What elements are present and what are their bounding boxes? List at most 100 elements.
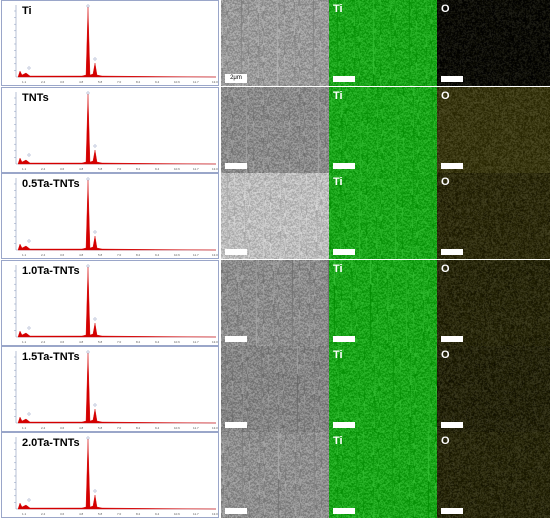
x-tick-label: 7.0 xyxy=(117,426,122,430)
x-tick-label: 8.2 xyxy=(136,426,141,430)
scale-bar xyxy=(333,163,355,169)
x-tick-label: 3.6 xyxy=(60,512,65,516)
scale-bar xyxy=(333,336,355,342)
o-element-map: O xyxy=(437,173,550,259)
x-tick-label: 7.0 xyxy=(117,80,122,84)
x-tick-label: 4.8 xyxy=(79,167,84,171)
peak-marker xyxy=(93,144,97,148)
x-tick-label: 2.4 xyxy=(41,340,46,344)
peak-marker xyxy=(27,498,31,502)
x-tick-label: 1.1 xyxy=(22,253,27,257)
peak-marker xyxy=(86,350,90,354)
sample-label: TNTs xyxy=(22,92,49,104)
x-tick-label: 10.6 xyxy=(174,340,180,344)
x-tick-label: 5.8 xyxy=(98,253,103,257)
x-tick-label: 1.1 xyxy=(22,167,27,171)
scale-bar xyxy=(225,163,247,169)
scale-bar xyxy=(441,163,463,169)
x-tick-label: 5.8 xyxy=(98,512,103,516)
element-label-o: O xyxy=(441,349,450,361)
spectrum-trace xyxy=(17,352,217,424)
scale-bar xyxy=(333,249,355,255)
sem-image xyxy=(221,260,329,346)
scale-bar xyxy=(333,508,355,514)
peak-marker xyxy=(86,91,90,95)
scale-bar xyxy=(333,76,355,82)
x-tick-label: 9.4 xyxy=(155,512,160,516)
x-tick-label: 8.2 xyxy=(136,253,141,257)
x-tick-label: 13.0 xyxy=(212,340,218,344)
x-tick-label: 10.6 xyxy=(174,426,180,430)
x-tick-label: 2.4 xyxy=(41,80,46,84)
x-tick-label: 9.4 xyxy=(155,426,160,430)
sample-row: 1.1 2.4 3.6 4.8 5.8 7.0 8.2 9.4 10.6 11.7 13.0 1.0T… xyxy=(0,260,550,346)
x-tick-label: 2.4 xyxy=(41,253,46,257)
element-label-ti: Ti xyxy=(333,3,343,15)
x-tick-label: 11.7 xyxy=(193,512,199,516)
peak-marker xyxy=(93,403,97,407)
element-label-ti: Ti xyxy=(333,90,343,102)
x-tick-label: 1.1 xyxy=(22,512,27,516)
ti-element-map: Ti xyxy=(329,432,437,518)
peak-marker xyxy=(93,317,97,321)
sem-image: 2μm xyxy=(221,0,329,86)
element-label-o: O xyxy=(441,263,450,275)
x-tick-label: 4.8 xyxy=(79,340,84,344)
eds-spectrum-panel: 1.1 2.4 3.6 4.8 5.8 7.0 8.2 9.4 10.6 11.7 13.0 2.0T… xyxy=(1,432,219,518)
eds-spectrum-panel: 1.1 2.4 3.6 4.8 5.8 7.0 8.2 9.4 10.6 11.7 13.0 1.5T… xyxy=(1,346,219,432)
eds-spectrum-panel: 1.1 2.4 3.6 4.8 5.8 7.0 8.2 9.4 10.6 11.7 13.0 0.5T… xyxy=(1,173,219,259)
eds-spectrum-panel: 1.1 2.4 3.6 4.8 5.8 7.0 8.2 9.4 10.6 11.7 13.0 Ti xyxy=(1,0,219,86)
spectrum-trace xyxy=(17,438,217,510)
peak-marker xyxy=(27,412,31,416)
x-tick-label: 1.1 xyxy=(22,80,27,84)
sample-label: Ti xyxy=(22,5,32,17)
x-tick-label: 10.6 xyxy=(174,80,180,84)
x-tick-label: 7.0 xyxy=(117,512,122,516)
x-tick-label: 11.7 xyxy=(193,80,199,84)
scale-bar xyxy=(441,422,463,428)
x-tick-label: 3.6 xyxy=(60,80,65,84)
scale-bar xyxy=(441,249,463,255)
sem-image xyxy=(221,173,329,259)
x-tick-label: 7.0 xyxy=(117,167,122,171)
x-tick-label: 4.8 xyxy=(79,426,84,430)
sample-row: 1.1 2.4 3.6 4.8 5.8 7.0 8.2 9.4 10.6 11.7 13.0 2.0T… xyxy=(0,432,550,518)
peak-marker xyxy=(27,66,31,70)
x-tick-label: 3.6 xyxy=(60,253,65,257)
x-tick-label: 10.6 xyxy=(174,512,180,516)
x-tick-label: 13.0 xyxy=(212,512,218,516)
o-element-map: O xyxy=(437,87,550,173)
x-tick-label: 1.1 xyxy=(22,340,27,344)
x-tick-label: 8.2 xyxy=(136,167,141,171)
x-tick-label: 13.0 xyxy=(212,253,218,257)
scale-bar xyxy=(441,508,463,514)
x-tick-label: 5.8 xyxy=(98,167,103,171)
x-tick-label: 5.8 xyxy=(98,340,103,344)
sample-label: 2.0Ta-TNTs xyxy=(22,437,80,449)
x-tick-label: 4.8 xyxy=(79,253,84,257)
element-label-ti: Ti xyxy=(333,263,343,275)
x-tick-label: 5.8 xyxy=(98,426,103,430)
x-tick-label: 4.8 xyxy=(79,80,84,84)
scale-bar-label: 2μm xyxy=(225,74,247,83)
ti-element-map: Ti xyxy=(329,173,437,259)
x-tick-label: 9.4 xyxy=(155,80,160,84)
x-tick-label: 2.4 xyxy=(41,426,46,430)
sample-label: 1.5Ta-TNTs xyxy=(22,351,80,363)
peak-marker xyxy=(86,264,90,268)
x-tick-label: 10.6 xyxy=(174,253,180,257)
sample-row: 1.1 2.4 3.6 4.8 5.8 7.0 8.2 9.4 10.6 11.7 13.0 0.5T… xyxy=(0,173,550,259)
ti-element-map: Ti xyxy=(329,260,437,346)
o-element-map: O xyxy=(437,260,550,346)
sample-row: 1.1 2.4 3.6 4.8 5.8 7.0 8.2 9.4 10.6 11.7 13.0 1.5T… xyxy=(0,346,550,432)
x-tick-label: 1.1 xyxy=(22,426,27,430)
element-label-o: O xyxy=(441,3,450,15)
x-tick-label: 8.2 xyxy=(136,80,141,84)
x-tick-label: 8.2 xyxy=(136,340,141,344)
peak-marker xyxy=(86,436,90,440)
spectrum-trace xyxy=(17,6,217,78)
spectrum-trace xyxy=(17,93,217,165)
peak-marker xyxy=(27,326,31,330)
peak-marker xyxy=(93,57,97,61)
